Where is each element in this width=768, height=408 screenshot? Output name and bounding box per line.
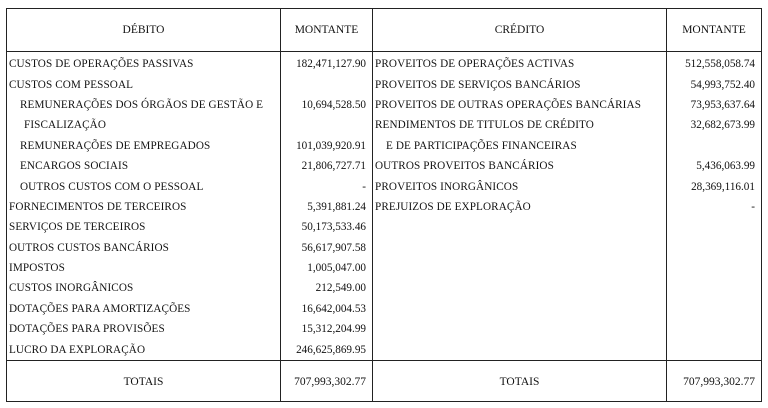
- row-amount: [667, 136, 761, 156]
- amount-header-left: MONTANTE: [294, 24, 359, 36]
- debit-labels: CUSTOS DE OPERAÇÕES PASSIVAS CUSTOS COM P…: [7, 54, 280, 360]
- row-amount: 28,369,116.01: [691, 180, 755, 193]
- row-amount: 10,694,528.50: [301, 98, 366, 111]
- row-amount: -: [362, 180, 366, 193]
- debit-amounts: 182,471,127.90 10,694,528.50 101,039,920.9…: [281, 54, 372, 360]
- row-label: IMPOSTOS: [9, 262, 65, 275]
- row-label: OUTROS CUSTOS COM O PESSOAL: [20, 180, 204, 193]
- row-label: CUSTOS COM PESSOAL: [9, 78, 134, 91]
- row-label: PROVEITOS INORGÂNICOS: [375, 180, 519, 193]
- row-amount: 21,806,727.71: [301, 160, 366, 173]
- column-divider: [666, 9, 667, 401]
- row-amount: 5,436,063.99: [696, 160, 755, 173]
- row-label: E DE PARTICIPAÇÕES FINANCEIRAS: [386, 139, 577, 152]
- row-amount: 56,617,907.58: [301, 241, 366, 254]
- row-label: PROVEITOS DE OPERAÇÕES ACTIVAS: [375, 58, 575, 71]
- row-amount: -: [751, 200, 755, 213]
- row-amount: 512,558,058.74: [685, 58, 755, 71]
- amount-header-right: MONTANTE: [682, 24, 746, 36]
- credit-totals-amount: 707,993,302.77: [683, 376, 755, 388]
- row-amount: 5,391,881.24: [307, 200, 366, 213]
- row-amount: 101,039,920.91: [296, 139, 366, 152]
- column-divider: [280, 9, 281, 401]
- row-label: ENCARGOS SOCIAIS: [20, 160, 129, 173]
- credit-labels: PROVEITOS DE OPERAÇÕES ACTIVAS PROVEITOS …: [373, 54, 666, 217]
- row-label: PROVEITOS DE OUTRAS OPERAÇÕES BANCÁRIAS: [375, 98, 642, 111]
- row-label: FISCALIZAÇÃO: [24, 119, 107, 132]
- row-amount: 16,642,004.53: [301, 302, 366, 315]
- row-label: REMUNERAÇÕES DE EMPREGADOS: [20, 139, 211, 152]
- row-label: SERVIÇOS DE TERCEIROS: [9, 221, 146, 234]
- row-label: CUSTOS DE OPERAÇÕES PASSIVAS: [9, 58, 194, 71]
- row-label: REMUNERAÇÕES DOS ÓRGÃOS DE GESTÃO E: [20, 98, 264, 111]
- row-label: RENDIMENTOS DE TITULOS DE CRÉDITO: [375, 119, 594, 132]
- row-label: PROVEITOS DE SERVIÇOS BANCÁRIOS: [375, 78, 581, 91]
- row-amount: [281, 74, 372, 94]
- row-amount: 15,312,204.99: [301, 323, 366, 336]
- row-amount: [281, 115, 372, 135]
- credit-amounts: 512,558,058.74 54,993,752.40 73,953,637.64…: [667, 54, 761, 217]
- credit-totals-label: TOTAIS: [499, 376, 540, 388]
- row-amount: 50,173,533.46: [301, 221, 366, 234]
- row-label: DOTAÇÕES PARA PROVISÕES: [9, 323, 165, 336]
- row-amount: 32,682,673.99: [690, 119, 755, 132]
- header-divider: [7, 51, 761, 52]
- row-label: DOTAÇÕES PARA AMORTIZAÇÕES: [9, 302, 191, 315]
- debit-header: DÉBITO: [122, 24, 165, 36]
- row-label: FORNECIMENTOS DE TERCEIROS: [9, 200, 187, 213]
- row-amount: 73,953,637.64: [690, 98, 755, 111]
- debit-totals-amount: 707,993,302.77: [294, 376, 366, 388]
- totals-divider: [7, 360, 761, 361]
- row-amount: 54,993,752.40: [690, 78, 755, 91]
- column-divider: [372, 9, 373, 401]
- row-label: OUTROS CUSTOS BANCÁRIOS: [9, 241, 169, 254]
- row-label: PREJUIZOS DE EXPLORAÇÃO: [375, 200, 531, 213]
- row-amount: 212,549.00: [315, 282, 366, 295]
- row-label: LUCRO DA EXPLORAÇÃO: [9, 343, 146, 356]
- row-label: CUSTOS INORGÂNICOS: [9, 282, 134, 295]
- row-amount: 1,005,047.00: [307, 262, 366, 275]
- row-amount: 246,625,869.95: [296, 343, 366, 356]
- row-label: OUTROS PROVEITOS BANCÁRIOS: [375, 160, 554, 173]
- row-amount: 182,471,127.90: [296, 58, 366, 71]
- debit-totals-label: TOTAIS: [123, 376, 164, 388]
- credit-header: CRÉDITO: [494, 24, 545, 36]
- income-statement-table: DÉBITO MONTANTE CRÉDITO MONTANTE CUSTOS …: [6, 8, 762, 402]
